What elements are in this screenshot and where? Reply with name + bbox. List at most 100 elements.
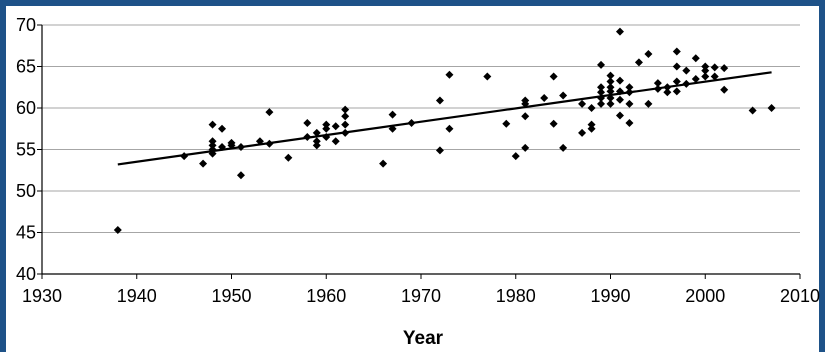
data-point [606,87,615,96]
data-point [606,71,615,80]
data-point [710,63,719,72]
data-point [303,118,312,127]
x-tick-label: 1950 [211,286,251,306]
data-point [312,128,321,137]
data-point [113,226,122,235]
data-point [587,120,596,129]
data-point [341,105,350,114]
data-point [615,95,624,104]
trendline [117,71,772,166]
data-point [606,83,615,92]
data-point [587,104,596,112]
data-point [236,171,245,180]
data-point [284,153,293,162]
data-point [606,99,615,108]
y-tick-label: 55 [16,140,36,160]
y-tick-label: 70 [16,15,36,35]
data-point [521,143,530,152]
data-point [606,77,615,86]
data-point [672,62,681,71]
data-point [218,124,227,133]
data-point [208,141,217,150]
data-point [199,159,208,168]
data-point [615,111,624,120]
data-point [331,137,340,146]
data-point [625,118,634,127]
data-point [208,120,217,129]
data-point [549,72,558,81]
data-point [597,99,606,108]
data-point [578,128,587,137]
data-point [663,88,672,97]
data-point [672,77,681,86]
data-point [502,119,511,128]
data-point [312,141,321,150]
data-point [521,96,530,105]
data-point [435,96,444,105]
data-point [720,64,729,73]
data-point [341,120,350,129]
x-tick-label: 2000 [685,286,725,306]
data-point [710,72,719,81]
data-point [559,91,568,100]
x-tick-label: 1960 [306,286,346,306]
data-point [322,124,331,133]
x-tick-label: 2010 [780,286,820,306]
data-point [644,50,653,59]
data-point [701,62,710,71]
x-axis-title: Year [403,328,444,349]
trendline-group [117,71,772,166]
data-point [767,104,776,112]
data-point [625,99,634,108]
data-point [653,79,662,88]
y-tick-label: 50 [16,181,36,201]
data-point [720,85,729,94]
data-point [587,124,596,133]
data-point [312,137,321,146]
data-point [341,112,350,121]
chart-frame [6,6,819,352]
data-point [672,87,681,96]
data-point [691,54,700,63]
x-tick-label: 1990 [590,286,630,306]
y-tick-labels: 40 45 50 55 60 65 70 [16,15,36,284]
data-point [265,108,274,117]
data-point [549,119,558,128]
data-point [701,66,710,75]
data-point [208,137,217,146]
x-tick-labels: 1930 1940 1950 1960 1970 1980 1990 2000 2010 [22,286,820,306]
data-point [625,83,634,92]
y-tick-label: 45 [16,223,36,243]
data-point [445,70,454,79]
axes [37,24,801,279]
data-point [597,88,606,97]
data-point [511,152,520,161]
x-tick-label: 1940 [117,286,157,306]
x-tick-label: 1970 [401,286,441,306]
data-point [322,120,331,129]
data-point [521,112,530,121]
gridlines [42,24,800,275]
x-tick-label: 1980 [496,286,536,306]
data-point [379,159,388,168]
x-tick-label: 1930 [22,286,62,306]
data-point [615,76,624,85]
data-point [691,74,700,83]
data-point [445,124,454,133]
data-point [748,106,757,115]
data-point [331,122,340,131]
data-point [435,146,444,155]
data-point [672,47,681,56]
data-point [644,99,653,108]
data-point [597,83,606,92]
data-point [597,60,606,69]
data-point [682,66,691,75]
data-point [701,72,710,81]
y-tick-label: 40 [16,264,36,284]
data-point [615,27,624,36]
data-point [483,72,492,81]
data-point [540,94,549,103]
y-tick-label: 65 [16,57,36,77]
data-point [559,143,568,152]
